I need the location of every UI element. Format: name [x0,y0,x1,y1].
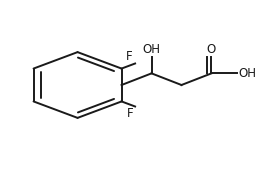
Text: OH: OH [238,67,256,80]
Text: OH: OH [143,42,161,56]
Text: F: F [126,50,133,63]
Text: O: O [207,42,216,56]
Text: F: F [127,107,134,120]
